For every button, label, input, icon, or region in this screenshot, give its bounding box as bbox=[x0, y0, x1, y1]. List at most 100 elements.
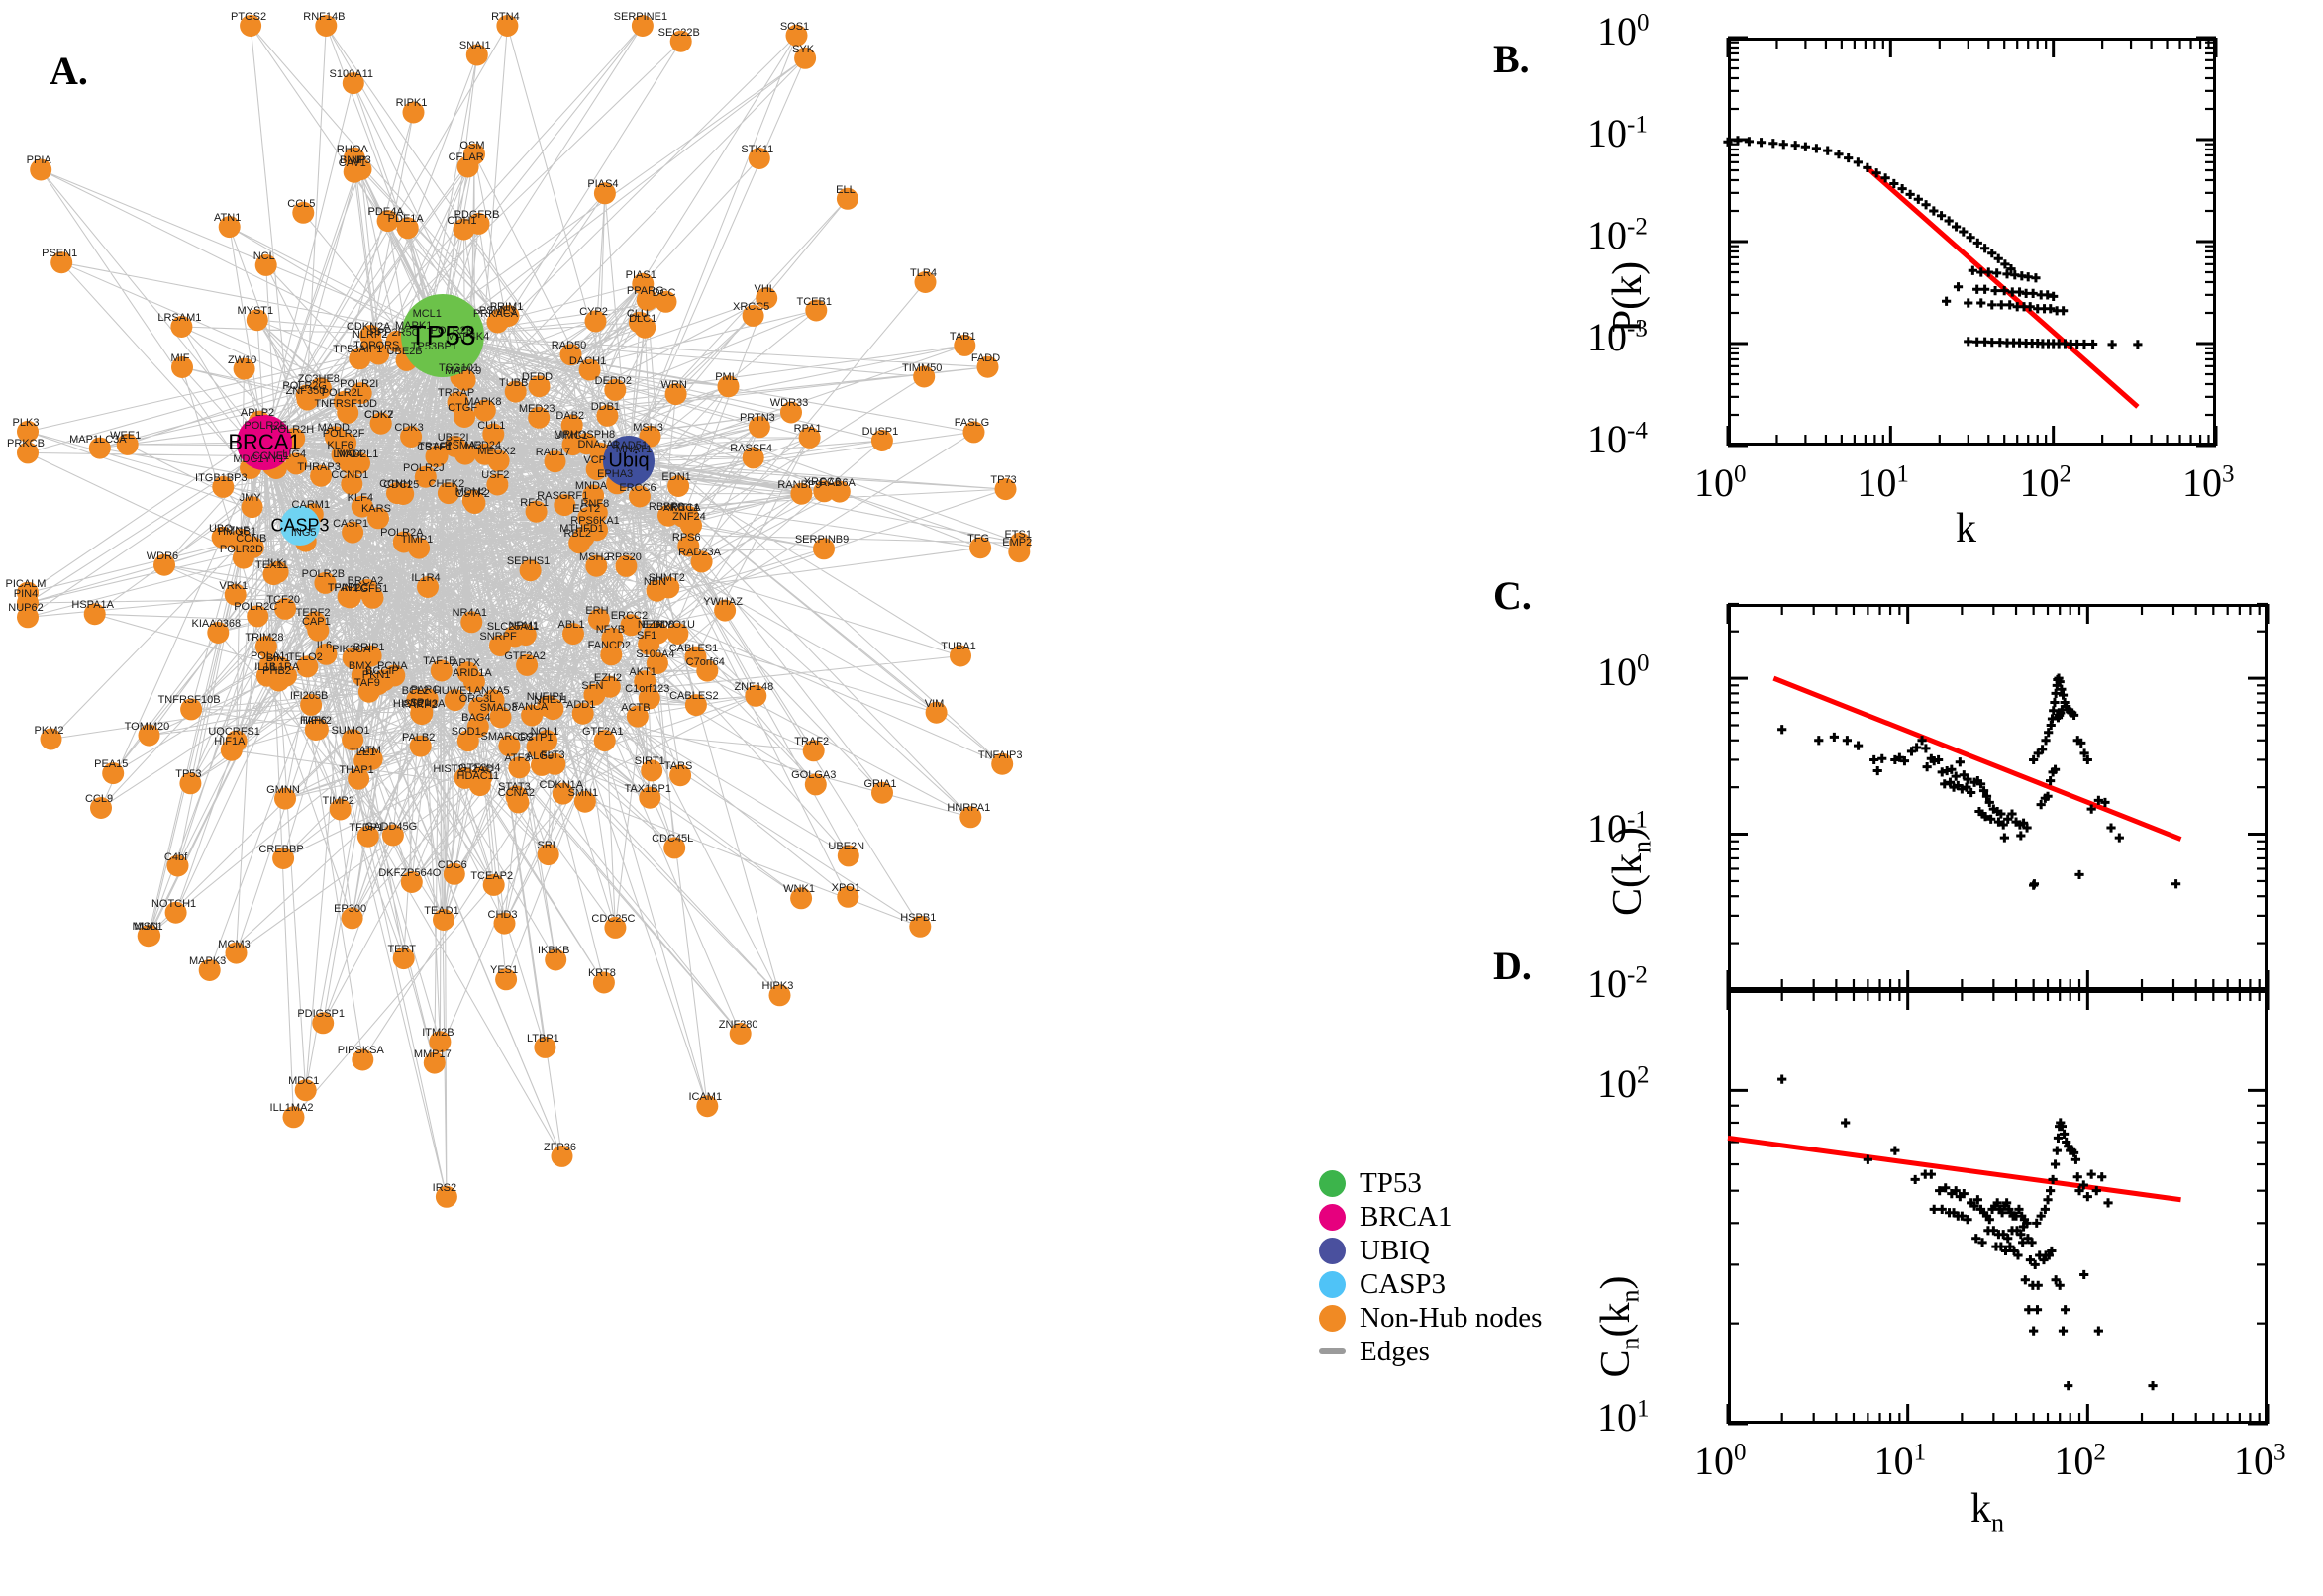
network-node[interactable] bbox=[1009, 532, 1032, 554]
network-node[interactable] bbox=[482, 423, 505, 446]
hub-node-brca1[interactable] bbox=[237, 415, 292, 470]
network-node[interactable] bbox=[584, 310, 607, 333]
network-node[interactable] bbox=[402, 101, 425, 124]
network-node[interactable] bbox=[17, 442, 39, 464]
network-node[interactable] bbox=[604, 916, 627, 939]
network-node[interactable] bbox=[180, 698, 203, 721]
network-node[interactable] bbox=[411, 701, 434, 724]
network-node[interactable] bbox=[669, 764, 692, 787]
network-node[interactable] bbox=[429, 1031, 452, 1053]
network-node[interactable] bbox=[508, 756, 531, 779]
network-node[interactable] bbox=[871, 781, 893, 804]
network-node[interactable] bbox=[544, 450, 566, 473]
network-node[interactable] bbox=[813, 538, 835, 560]
network-node[interactable] bbox=[17, 592, 39, 614]
network-node[interactable] bbox=[423, 1051, 446, 1074]
network-node[interactable] bbox=[153, 553, 175, 576]
network-node[interactable] bbox=[954, 334, 976, 356]
network-node[interactable] bbox=[225, 730, 248, 752]
network-node[interactable] bbox=[960, 806, 982, 829]
network-node[interactable] bbox=[837, 885, 859, 908]
network-node[interactable] bbox=[444, 689, 466, 712]
network-node[interactable] bbox=[138, 724, 160, 747]
network-node[interactable] bbox=[636, 289, 658, 311]
network-node[interactable] bbox=[729, 1022, 752, 1045]
network-node[interactable] bbox=[349, 451, 370, 474]
network-node[interactable] bbox=[482, 873, 505, 896]
network-node[interactable] bbox=[453, 218, 475, 241]
network-node[interactable] bbox=[50, 251, 73, 274]
network-node[interactable] bbox=[525, 500, 548, 523]
network-node[interactable] bbox=[367, 507, 389, 530]
network-node[interactable] bbox=[913, 365, 936, 388]
network-node[interactable] bbox=[359, 645, 382, 667]
network-node[interactable] bbox=[516, 653, 539, 676]
network-node[interactable] bbox=[285, 452, 308, 475]
network-node[interactable] bbox=[684, 694, 707, 717]
network-node[interactable] bbox=[756, 287, 778, 310]
network-node[interactable] bbox=[339, 586, 361, 609]
network-node[interactable] bbox=[545, 948, 567, 971]
network-node[interactable] bbox=[408, 537, 431, 559]
network-node[interactable] bbox=[247, 605, 269, 628]
network-node[interactable] bbox=[962, 421, 985, 444]
network-node[interactable] bbox=[544, 752, 566, 775]
network-node[interactable] bbox=[742, 304, 764, 327]
network-node[interactable] bbox=[300, 693, 323, 716]
network-node[interactable] bbox=[790, 887, 813, 910]
network-node[interactable] bbox=[780, 401, 802, 424]
network-node[interactable] bbox=[30, 158, 52, 181]
network-node[interactable] bbox=[593, 182, 616, 205]
network-node[interactable] bbox=[304, 611, 327, 634]
hub-node-casp3[interactable] bbox=[280, 506, 320, 546]
network-node[interactable] bbox=[254, 253, 277, 276]
network-node[interactable] bbox=[742, 447, 764, 469]
network-node[interactable] bbox=[232, 547, 254, 569]
network-node[interactable] bbox=[329, 798, 352, 821]
network-node[interactable] bbox=[836, 187, 858, 210]
network-node[interactable] bbox=[634, 670, 656, 693]
network-node[interactable] bbox=[392, 948, 415, 970]
network-node[interactable] bbox=[534, 1036, 556, 1058]
network-node[interactable] bbox=[976, 355, 999, 378]
network-node[interactable] bbox=[341, 472, 363, 495]
network-node[interactable] bbox=[342, 72, 364, 95]
network-node[interactable] bbox=[447, 391, 469, 414]
network-node[interactable] bbox=[587, 608, 610, 631]
network-node[interactable] bbox=[350, 382, 372, 405]
network-node[interactable] bbox=[631, 15, 654, 37]
network-node[interactable] bbox=[357, 680, 380, 703]
network-node[interactable] bbox=[166, 854, 189, 877]
network-node[interactable] bbox=[198, 959, 221, 981]
network-node[interactable] bbox=[669, 30, 692, 52]
network-node[interactable] bbox=[991, 752, 1014, 775]
network-node[interactable] bbox=[798, 426, 821, 449]
network-node[interactable] bbox=[504, 380, 527, 403]
network-node[interactable] bbox=[342, 647, 364, 669]
network-node[interactable] bbox=[351, 495, 373, 518]
network-node[interactable] bbox=[352, 1048, 374, 1071]
network-node[interactable] bbox=[714, 599, 737, 622]
network-node[interactable] bbox=[349, 348, 371, 370]
network-node[interactable] bbox=[604, 378, 627, 401]
network-node[interactable] bbox=[528, 375, 551, 398]
network-node[interactable] bbox=[356, 825, 379, 848]
network-node[interactable] bbox=[655, 290, 677, 313]
network-node[interactable] bbox=[804, 773, 827, 796]
network-node[interactable] bbox=[17, 420, 39, 443]
network-node[interactable] bbox=[274, 787, 296, 810]
network-node[interactable] bbox=[306, 718, 329, 741]
network-node[interactable] bbox=[805, 299, 828, 322]
network-node[interactable] bbox=[571, 702, 594, 725]
network-node[interactable] bbox=[507, 791, 530, 814]
network-node[interactable] bbox=[537, 695, 559, 718]
network-node[interactable] bbox=[460, 611, 483, 634]
network-node[interactable] bbox=[677, 535, 700, 557]
network-node[interactable] bbox=[351, 664, 373, 687]
network-node[interactable] bbox=[233, 357, 255, 380]
network-node[interactable] bbox=[335, 432, 357, 454]
network-node[interactable] bbox=[468, 697, 491, 719]
network-node[interactable] bbox=[785, 24, 808, 47]
network-node[interactable] bbox=[383, 664, 406, 687]
network-node[interactable] bbox=[315, 643, 338, 665]
